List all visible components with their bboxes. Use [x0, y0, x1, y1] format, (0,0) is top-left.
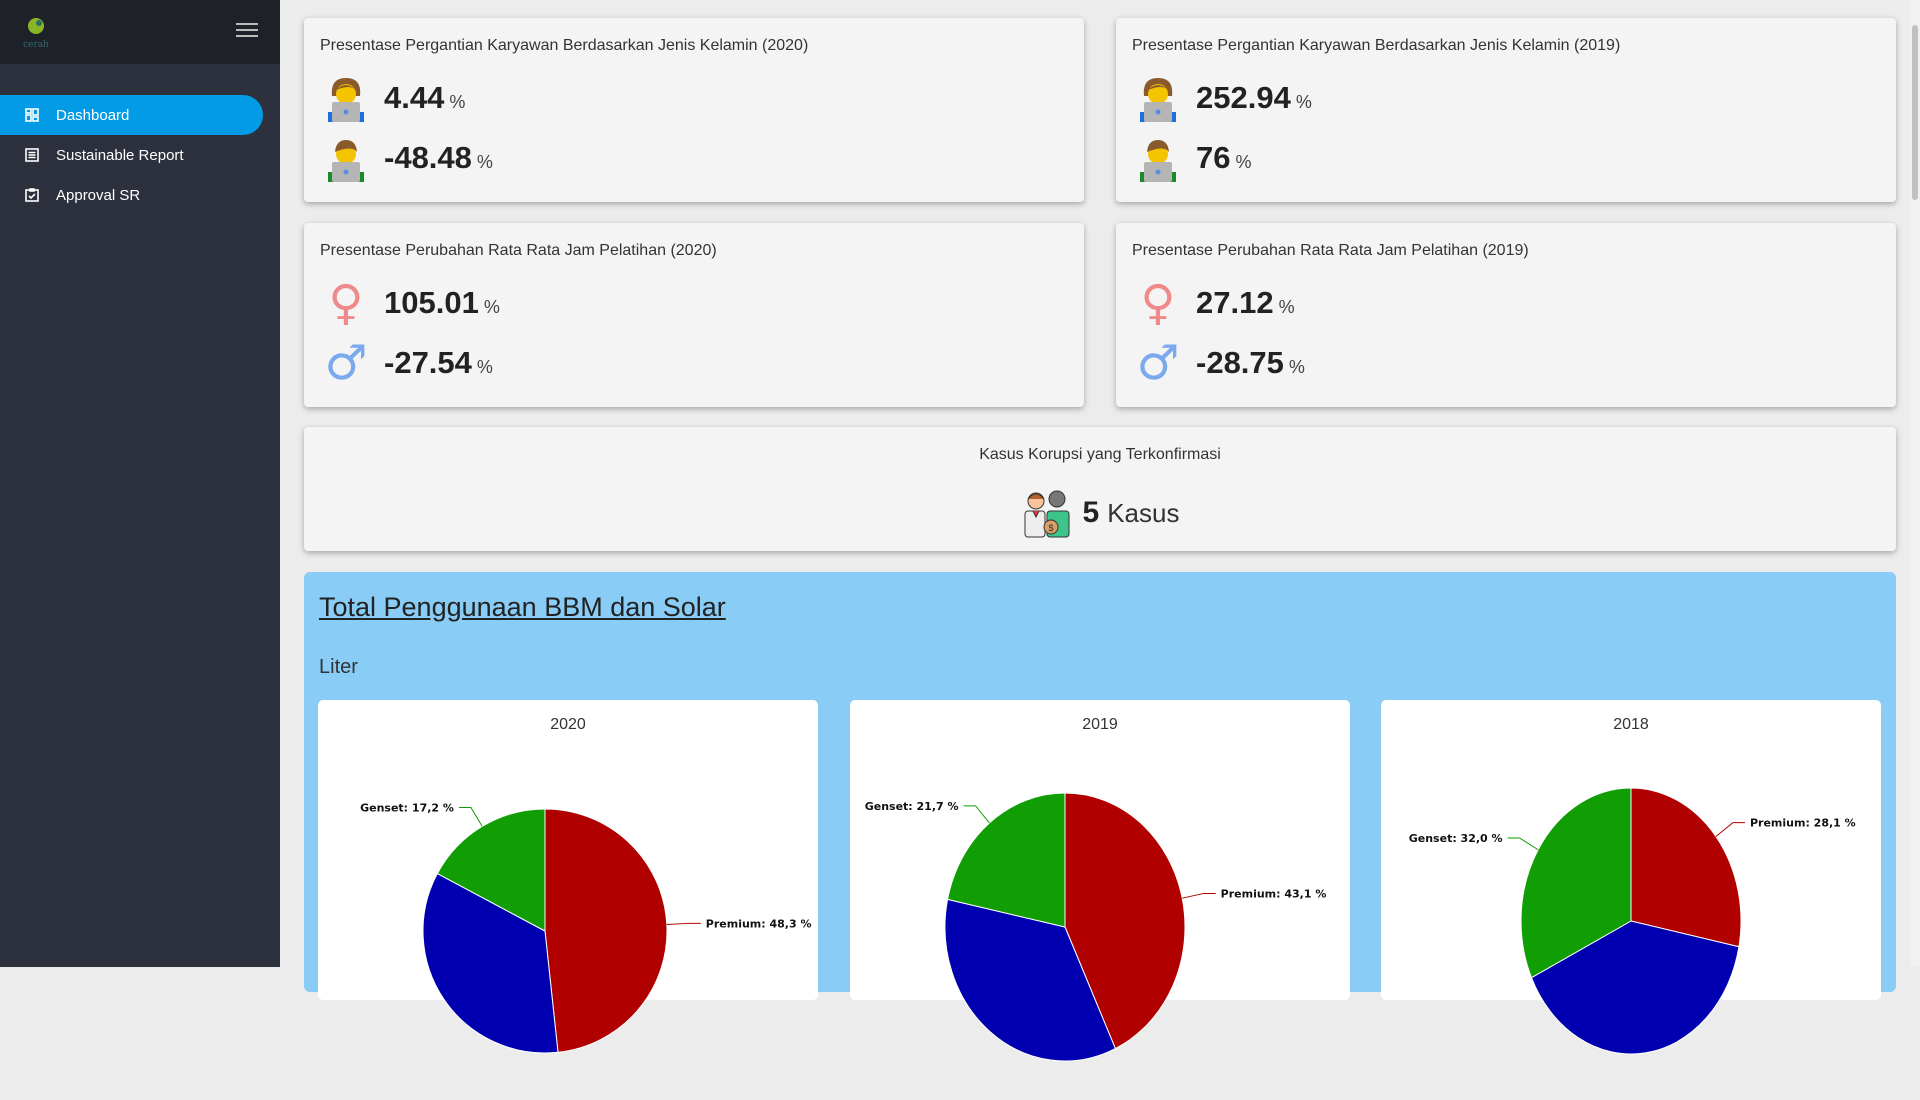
male-value: 76: [1196, 140, 1231, 175]
female-symbol-icon: ♀: [1140, 275, 1176, 331]
female-value: 105.01: [384, 285, 479, 320]
pie-slice-genset[interactable]: [436, 808, 546, 932]
cerah-logo[interactable]: cerah: [18, 14, 54, 50]
data-label: Genset: 17,2 %: [360, 802, 454, 815]
data-label: Premium: 48,3 %: [706, 917, 812, 930]
chart-title: 2018: [1613, 716, 1649, 733]
stat-card: Presentase Perubahan Rata Rata Jam Pelat…: [304, 223, 1084, 407]
male-symbol-icon: ♂: [1136, 335, 1180, 391]
data-label: Premium: 28,1 %: [1750, 817, 1856, 830]
corruption-card: Kasus Korupsi yang Terkonfirmasi $ 5 Kas…: [304, 427, 1896, 551]
woman-laptop-icon: [1136, 74, 1180, 122]
pie-chart-2019: 2019 Premium: 43,1 % Genset: 21,7 %: [850, 700, 1350, 1062]
sidebar-nav: Dashboard Sustainable Report Approval SR: [0, 95, 280, 215]
man-laptop-icon: [324, 134, 368, 182]
sidebar-item-dashboard[interactable]: Dashboard: [0, 95, 263, 135]
male-stat: 76%: [1136, 134, 1252, 182]
stat-card: Presentase Pergantian Karyawan Berdasark…: [304, 18, 1084, 202]
male-value: -48.48: [384, 140, 472, 175]
female-stat: ♀ 27.12%: [1136, 275, 1295, 331]
label-connector: [1715, 822, 1745, 837]
corruption-count: 5: [1082, 496, 1100, 529]
pie-slice-premium[interactable]: [1630, 787, 1742, 948]
male-value: -27.54: [384, 345, 472, 380]
male-stat: -48.48%: [324, 134, 493, 182]
card-title: Presentase Perubahan Rata Rata Jam Pelat…: [320, 242, 717, 259]
label-connector: [666, 922, 701, 925]
scrollbar-thumb[interactable]: [1912, 25, 1918, 200]
percent-unit: %: [1235, 151, 1252, 172]
card-title: Presentase Pergantian Karyawan Berdasark…: [1132, 37, 1621, 54]
percent-unit: %: [1278, 296, 1295, 317]
label-connector: [458, 807, 483, 827]
corruption-unit: Kasus: [1107, 497, 1180, 528]
pie-svg: Premium: 43,1 % Genset: 21,7 %: [865, 792, 1327, 1062]
percent-unit: %: [1288, 356, 1305, 377]
stat-card: Presentase Pergantian Karyawan Berdasark…: [1116, 18, 1896, 202]
card-title: Presentase Pergantian Karyawan Berdasark…: [320, 37, 809, 54]
female-value: 4.44: [384, 80, 445, 115]
pie-svg: Premium: 28,1 % Genset: 32,0 %: [1409, 787, 1856, 1055]
stat-card: Presentase Perubahan Rata Rata Jam Pelat…: [1116, 223, 1896, 407]
female-stat: 252.94%: [1136, 74, 1312, 122]
pie-chart-2020: 2020 Premium: 48,3 % Genset: 17,2 %: [318, 700, 818, 1054]
svg-text:$: $: [1048, 523, 1053, 533]
fuel-usage-section: Total Penggunaan BBM dan Solar Liter 202…: [304, 572, 1896, 1062]
male-symbol-icon: ♂: [324, 335, 368, 391]
pie-slice-premium[interactable]: [544, 808, 668, 1053]
chart-title: 2019: [1082, 716, 1118, 733]
percent-unit: %: [483, 296, 500, 317]
percent-unit: %: [476, 151, 493, 172]
card-title: Presentase Perubahan Rata Rata Jam Pelat…: [1132, 242, 1529, 259]
female-value: 252.94: [1196, 80, 1291, 115]
fuel-section-title[interactable]: Total Penggunaan BBM dan Solar: [319, 592, 726, 622]
percent-unit: %: [449, 91, 466, 112]
page-scrollbar[interactable]: [1910, 0, 1920, 967]
list-icon: [25, 148, 39, 162]
corruption-bribe-icon: $: [1024, 490, 1070, 538]
woman-laptop-icon: [324, 74, 368, 122]
data-label: Premium: 43,1 %: [1221, 887, 1327, 900]
percent-unit: %: [476, 356, 493, 377]
female-symbol-icon: ♀: [328, 275, 364, 331]
sidebar-item-sustainable-report[interactable]: Sustainable Report: [0, 135, 263, 175]
data-label: Genset: 32,0 %: [1409, 832, 1503, 845]
male-stat: ♂ -28.75%: [1136, 335, 1305, 391]
pie-slice-genset[interactable]: [946, 792, 1066, 928]
data-label: Genset: 21,7 %: [865, 800, 959, 813]
chart-title: 2020: [550, 716, 586, 733]
male-stat: ♂ -27.54%: [324, 335, 493, 391]
sidebar-item-approval-sr[interactable]: Approval SR: [0, 175, 263, 215]
svg-text:cerah: cerah: [23, 40, 49, 50]
female-stat: ♀ 105.01%: [324, 275, 500, 331]
percent-unit: %: [1295, 91, 1312, 112]
label-connector: [1507, 837, 1539, 851]
sidebar-item-label: Sustainable Report: [56, 146, 184, 164]
female-stat: 4.44%: [324, 74, 465, 122]
sidebar: cerah Dashboard Sustainable Report Appro…: [0, 0, 280, 967]
menu-toggle-icon[interactable]: [236, 23, 258, 39]
dashboard-icon: [25, 108, 39, 122]
label-connector: [963, 805, 990, 824]
sidebar-header: cerah: [0, 0, 280, 64]
sidebar-item-label: Dashboard: [56, 106, 130, 124]
pie-chart-2018: 2018 Premium: 28,1 % Genset: 32,0 %: [1381, 700, 1881, 1055]
man-laptop-icon: [1136, 134, 1180, 182]
fuel-unit-label: Liter: [319, 656, 358, 678]
female-value: 27.12: [1196, 285, 1274, 320]
male-value: -28.75: [1196, 345, 1284, 380]
clipboard-check-icon: [25, 188, 39, 202]
label-connector: [1182, 892, 1216, 899]
pie-svg: Premium: 48,3 % Genset: 17,2 %: [360, 802, 812, 1054]
sidebar-item-label: Approval SR: [56, 186, 141, 204]
corruption-title: Kasus Korupsi yang Terkonfirmasi: [979, 446, 1221, 463]
